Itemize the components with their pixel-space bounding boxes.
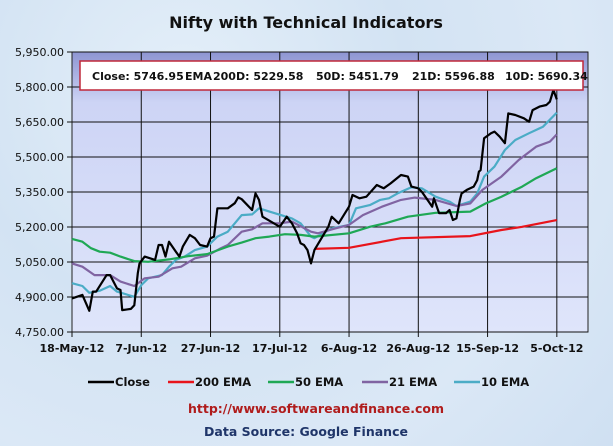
x-tick-label: 7-Jun-12 [115, 342, 167, 355]
y-tick-label: 5,200.00 [15, 221, 64, 234]
source-url-link[interactable]: http://www.softwareandfinance.com [188, 401, 444, 416]
info-10d: 10D: 5690.34 [505, 70, 588, 83]
y-tick-label: 5,500.00 [15, 151, 64, 164]
legend-label: 21 EMA [389, 375, 437, 389]
x-tick-label: 27-Jun-12 [181, 342, 241, 355]
y-tick-label: 5,950.00 [15, 46, 64, 59]
y-tick-label: 5,050.00 [15, 256, 64, 269]
y-tick-label: 5,350.00 [15, 186, 64, 199]
x-tick-label: 15-Sep-12 [456, 342, 519, 355]
x-tick-label: 18-May-12 [40, 342, 105, 355]
x-tick-label: 17-Jul-12 [252, 342, 307, 355]
legend-item-50-ema: 50 EMA [268, 375, 343, 389]
legend-label: Close [115, 375, 150, 389]
legend-item-10-ema: 10 EMA [454, 375, 529, 389]
series-line-200-ema [314, 219, 558, 250]
legend-item-close: Close [88, 375, 150, 389]
y-tick-label: 5,650.00 [15, 116, 64, 129]
info-close: Close: 5746.95 [92, 70, 184, 83]
series-line-close [71, 88, 558, 312]
y-tick-label: 5,800.00 [15, 81, 64, 94]
info-200d: 200D: 5229.58 [213, 70, 303, 83]
series-line-50-ema [71, 167, 558, 263]
legend-item-200-ema: 200 EMA [168, 375, 251, 389]
legend-item-21-ema: 21 EMA [362, 375, 437, 389]
y-tick-label: 4,900.00 [15, 291, 64, 304]
x-tick-label: 6-Aug-12 [321, 342, 377, 355]
info-ema-label: EMA [185, 70, 212, 83]
info-21d: 21D: 5596.88 [412, 70, 495, 83]
x-tick-label: 5-Oct-12 [530, 342, 583, 355]
info-50d: 50D: 5451.79 [316, 70, 399, 83]
legend-label: 10 EMA [481, 375, 529, 389]
legend: Close 200 EMA 50 EMA 21 EMA 10 EMA [88, 375, 529, 389]
data-source-label: Data Source: Google Finance [204, 424, 408, 439]
chart-title: Nifty with Technical Indicators [169, 13, 443, 32]
info-box: Close: 5746.95 EMA 200D: 5229.58 50D: 54… [79, 60, 588, 91]
x-tick-label: 26-Aug-12 [386, 342, 450, 355]
series-line-21-ema [71, 133, 558, 288]
legend-label: 50 EMA [295, 375, 343, 389]
y-tick-label: 4,750.00 [15, 326, 64, 339]
legend-label: 200 EMA [195, 375, 251, 389]
